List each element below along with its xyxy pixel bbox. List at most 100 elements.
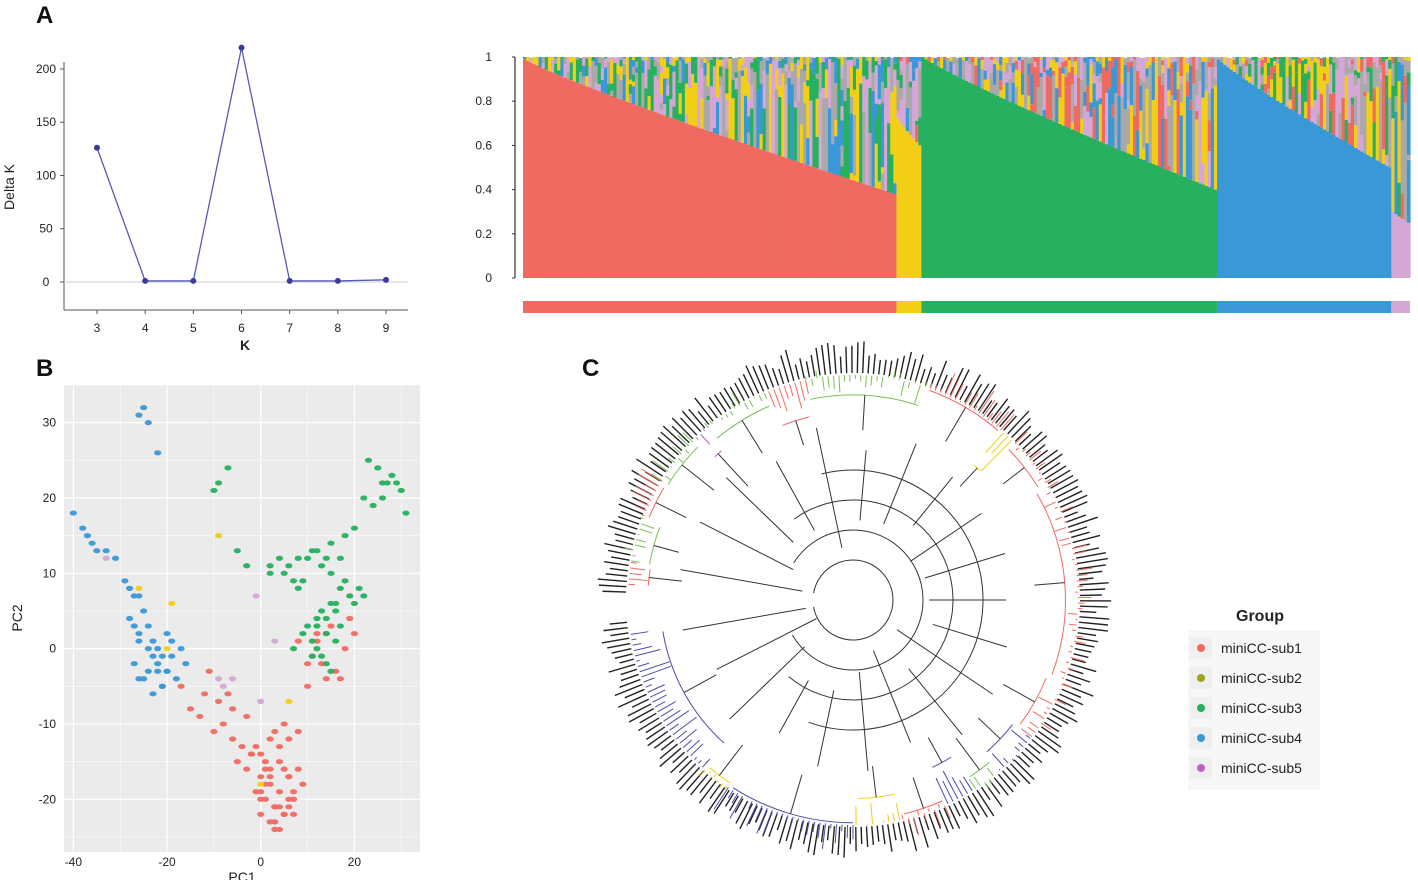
tree-branch bbox=[730, 411, 734, 416]
tree-branch bbox=[1054, 698, 1066, 706]
structure-bar-segment bbox=[1366, 72, 1371, 93]
structure-bar-segment bbox=[1073, 61, 1078, 74]
tree-branch bbox=[744, 402, 749, 410]
structure-bar-segment bbox=[575, 82, 580, 278]
tree-tip-label bbox=[671, 417, 694, 440]
structure-bar-segment bbox=[1076, 57, 1081, 64]
structure-bar-segment bbox=[712, 66, 717, 73]
tree-branch bbox=[720, 417, 724, 420]
structure-bar-segment bbox=[1136, 70, 1140, 131]
structure-bar-segment bbox=[868, 133, 873, 186]
tree-tip-label bbox=[985, 783, 1003, 807]
structure-bar-segment bbox=[1192, 83, 1196, 181]
structure-bar-segment bbox=[1266, 62, 1271, 76]
structure-bar-segment bbox=[821, 61, 826, 73]
structure-bar-segment bbox=[740, 75, 745, 110]
structure-bar-segment bbox=[594, 82, 599, 90]
structure-bar-segment bbox=[1353, 57, 1358, 60]
structure-bar-segment bbox=[1369, 57, 1374, 59]
structure-bar-segment bbox=[1201, 163, 1206, 185]
pca-point bbox=[294, 585, 302, 591]
structure-bar-segment bbox=[1363, 83, 1368, 92]
structure-bar-segment bbox=[1245, 80, 1249, 278]
structure-bar-segment bbox=[778, 86, 782, 97]
structure-bar-segment bbox=[992, 94, 997, 278]
structure-bar-segment bbox=[1285, 85, 1290, 107]
structure-bar-segment bbox=[778, 96, 782, 156]
structure-bar-segment bbox=[828, 79, 832, 109]
structure-bar-segment bbox=[541, 63, 546, 69]
structure-bar-segment bbox=[793, 160, 798, 278]
structure-bar-segment bbox=[1117, 95, 1122, 105]
tree-branch bbox=[741, 420, 763, 454]
structure-bar-segment bbox=[1027, 110, 1031, 278]
structure-bar-segment bbox=[952, 74, 957, 278]
structure-bar-segment bbox=[1151, 62, 1156, 67]
tree-branch bbox=[1029, 450, 1042, 461]
structure-bar-segment bbox=[1394, 57, 1399, 65]
pca-point bbox=[205, 668, 213, 674]
tree-tip-label bbox=[1046, 717, 1063, 728]
structure-bar-segment bbox=[940, 57, 944, 62]
structure-bar-segment bbox=[1161, 73, 1165, 86]
structure-bar-segment bbox=[631, 66, 636, 75]
pca-point bbox=[285, 774, 293, 780]
structure-bar-segment bbox=[1378, 78, 1383, 92]
structure-bar-segment bbox=[600, 57, 605, 69]
structure-bar-segment bbox=[815, 57, 820, 74]
tree-tip-label bbox=[797, 821, 804, 840]
structure-bar-segment bbox=[961, 73, 966, 80]
tree-branch bbox=[969, 393, 979, 408]
structure-bar-segment bbox=[1397, 61, 1402, 82]
structure-bar-segment bbox=[728, 58, 733, 70]
structure-bar-segment bbox=[849, 179, 854, 278]
tree-branch bbox=[907, 382, 911, 389]
structure-bar-segment bbox=[796, 77, 801, 101]
pca-points bbox=[69, 404, 410, 833]
structure-bar-segment bbox=[899, 88, 904, 100]
structure-bar-segment bbox=[607, 57, 611, 62]
structure-bar-segment bbox=[747, 65, 751, 73]
tree-tip-label bbox=[734, 798, 744, 813]
structure-bar-segment bbox=[781, 57, 786, 59]
structure-bar-segment bbox=[1111, 57, 1115, 67]
structure-bar-segment bbox=[740, 142, 745, 278]
tree-tip-label bbox=[1072, 658, 1086, 664]
tree-tip-label bbox=[902, 821, 909, 842]
tree-tip-label bbox=[632, 496, 648, 505]
tree-branch bbox=[782, 416, 810, 426]
structure-bar-segment bbox=[1294, 72, 1299, 113]
structure-bar-segment bbox=[1304, 57, 1308, 59]
structure-bar-segment bbox=[899, 123, 904, 278]
structure-bar-segment bbox=[1360, 57, 1364, 60]
structure-bar-segment bbox=[868, 61, 873, 88]
structure-bar-segment bbox=[1164, 57, 1168, 63]
tree-tip-label bbox=[748, 805, 758, 825]
structure-bar-segment bbox=[1002, 80, 1007, 86]
structure-bar-segment bbox=[588, 57, 593, 67]
structure-bar-segment bbox=[653, 112, 658, 278]
structure-bar-segment bbox=[1297, 114, 1302, 278]
structure-bar-segment bbox=[1378, 57, 1383, 66]
structure-bar-segment bbox=[799, 163, 804, 278]
structure-bar-segment bbox=[541, 68, 546, 278]
tree-tip-label bbox=[597, 578, 627, 583]
pca-point bbox=[135, 585, 143, 591]
structure-bar-segment bbox=[1067, 72, 1072, 129]
structure-bar-segment bbox=[1353, 75, 1358, 86]
structure-bar-segment bbox=[759, 83, 764, 135]
structure-bar-segment bbox=[747, 72, 751, 83]
tree-branch bbox=[805, 820, 810, 836]
pca-point bbox=[229, 706, 237, 712]
structure-bar-segment bbox=[859, 58, 863, 84]
tree-branch bbox=[702, 758, 711, 768]
tree-tip-label bbox=[648, 452, 670, 468]
structure-bar-segment bbox=[815, 136, 820, 169]
tree-branch bbox=[677, 434, 690, 447]
tree-tip-label bbox=[862, 341, 865, 374]
tree-branch bbox=[672, 716, 697, 736]
structure-bar-segment bbox=[731, 98, 736, 140]
tree-tip-label bbox=[820, 344, 827, 375]
structure-bar-segment bbox=[762, 70, 767, 109]
structure-bar-segment bbox=[1347, 67, 1352, 74]
